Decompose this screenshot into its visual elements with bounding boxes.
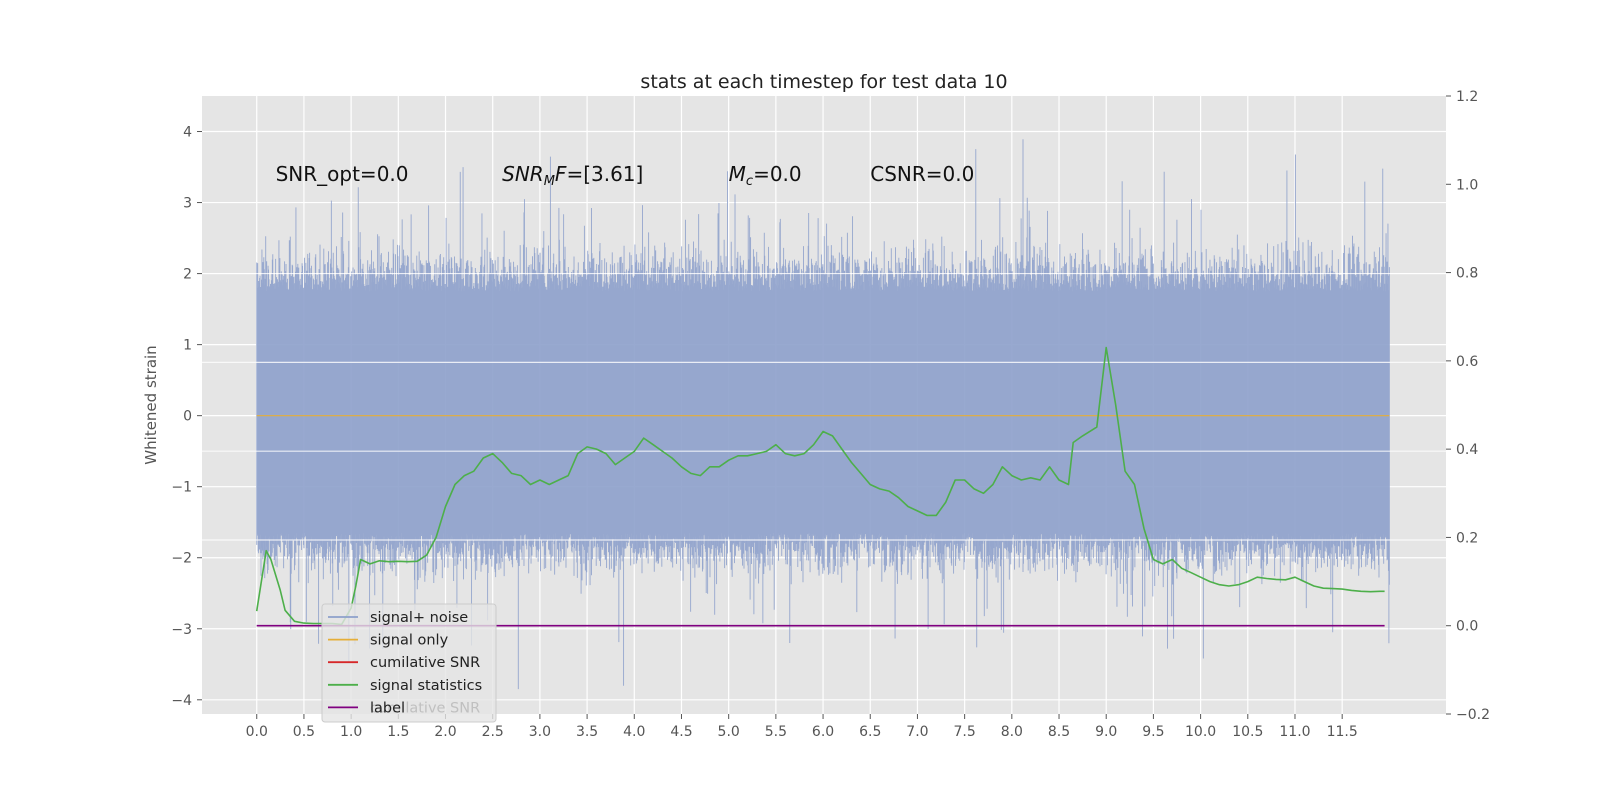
legend-label: cumilative SNR bbox=[370, 655, 480, 671]
x-tick-label: 6.0 bbox=[812, 724, 834, 740]
legend-label: label bbox=[370, 700, 405, 716]
x-tick-label: 9.5 bbox=[1142, 724, 1164, 740]
y2-tick-label: 1.2 bbox=[1456, 89, 1478, 105]
y-axis-ticks: 4 3 2 1 0 −1 −2 −3 −4 bbox=[171, 125, 202, 709]
x-tick-label: 0.5 bbox=[293, 724, 315, 740]
x-tick-label: 1.0 bbox=[340, 724, 362, 740]
x-tick-label: 10.5 bbox=[1232, 724, 1263, 740]
y2-tick-label: 0.4 bbox=[1456, 442, 1478, 458]
y2-tick-label: 0.8 bbox=[1456, 266, 1478, 282]
chart-title: stats at each timestep for test data 10 bbox=[640, 71, 1007, 93]
legend-label: signal+ noise bbox=[370, 610, 468, 626]
legend-box bbox=[321, 603, 497, 723]
x-tick-label: 3.0 bbox=[529, 724, 551, 740]
y2-tick-label: −0.2 bbox=[1456, 707, 1490, 723]
x-tick-label: 4.5 bbox=[670, 724, 692, 740]
y-tick-label: 0 bbox=[183, 409, 192, 425]
x-tick-label: 2.0 bbox=[434, 724, 456, 740]
annotation: Mc=0.0 bbox=[729, 162, 802, 189]
series-signal-plus-noise bbox=[202, 139, 1446, 690]
x-tick-label: 3.5 bbox=[576, 724, 598, 740]
y-tick-label: 2 bbox=[183, 267, 192, 283]
y2-tick-label: 1.0 bbox=[1456, 177, 1478, 193]
noise-trace bbox=[256, 139, 1390, 690]
legend-label: signal statistics bbox=[370, 678, 482, 694]
series-signal-statistics bbox=[255, 346, 1385, 626]
x-tick-label: 4.0 bbox=[623, 724, 645, 740]
legend-label: signal only bbox=[370, 633, 449, 649]
annotation: SNR_opt=0.0 bbox=[276, 162, 409, 186]
y-tick-label: 4 bbox=[183, 125, 192, 141]
y-tick-label: −2 bbox=[171, 551, 192, 567]
x-tick-label: 10.0 bbox=[1185, 724, 1216, 740]
x-tick-label: 8.0 bbox=[1001, 724, 1023, 740]
annotation: CSNR=0.0 bbox=[870, 162, 974, 186]
legend: signal+ noise signal only cumilative SNR si… bbox=[321, 603, 497, 723]
annotations: SNR_opt=0.0 SNRMF=[3.61] Mc=0.0 CSNR=0.0 bbox=[276, 162, 975, 189]
y-axis-label: Whitened strain bbox=[142, 345, 160, 464]
x-tick-label: 7.5 bbox=[954, 724, 976, 740]
legend-ghost-label: cumilative SNR bbox=[370, 700, 480, 716]
y2-tick-label: 0.6 bbox=[1456, 354, 1478, 370]
x-tick-label: 11.0 bbox=[1279, 724, 1310, 740]
x-tick-label: 11.5 bbox=[1327, 724, 1358, 740]
y-tick-label: −3 bbox=[171, 622, 192, 638]
x-axis-ticks: 0.0 0.5 1.0 1.5 2.0 2.5 3.0 3.5 4.0 4.5 5.0 5.5 6.0 6… bbox=[246, 714, 1358, 740]
x-tick-label: 2.5 bbox=[482, 724, 504, 740]
x-tick-label: 1.5 bbox=[387, 724, 409, 740]
x-tick-label: 6.5 bbox=[859, 724, 881, 740]
y2-tick-label: 0.0 bbox=[1456, 619, 1478, 635]
y-tick-label: −4 bbox=[171, 693, 192, 709]
x-tick-label: 8.5 bbox=[1048, 724, 1070, 740]
x-tick-label: 5.5 bbox=[765, 724, 787, 740]
y-tick-label: −1 bbox=[171, 480, 192, 496]
y2-tick-label: 0.2 bbox=[1456, 530, 1478, 546]
y-tick-label: 3 bbox=[183, 196, 192, 212]
y-tick-label: 1 bbox=[183, 338, 192, 354]
x-tick-label: 7.0 bbox=[906, 724, 928, 740]
y2-axis-ticks: 1.2 1.0 0.8 0.6 0.4 0.2 0.0 −0.2 bbox=[1446, 89, 1490, 723]
x-tick-label: 5.0 bbox=[718, 724, 740, 740]
x-tick-label: 0.0 bbox=[246, 724, 268, 740]
annotation: SNRMF=[3.61] bbox=[502, 162, 643, 189]
x-tick-label: 9.0 bbox=[1095, 724, 1117, 740]
